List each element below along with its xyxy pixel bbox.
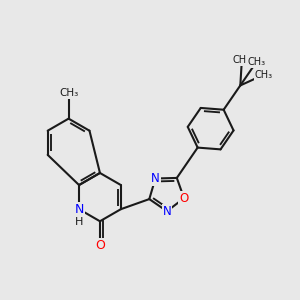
Text: N: N (151, 172, 160, 185)
Text: CH₃: CH₃ (247, 57, 265, 68)
Text: H: H (75, 217, 83, 226)
Text: N: N (163, 205, 171, 218)
Text: CH₃: CH₃ (255, 70, 273, 80)
Text: CH₃: CH₃ (59, 88, 78, 98)
Text: CH₃: CH₃ (233, 55, 251, 65)
Text: O: O (95, 239, 105, 252)
Text: N: N (74, 203, 84, 216)
Text: O: O (179, 192, 189, 205)
